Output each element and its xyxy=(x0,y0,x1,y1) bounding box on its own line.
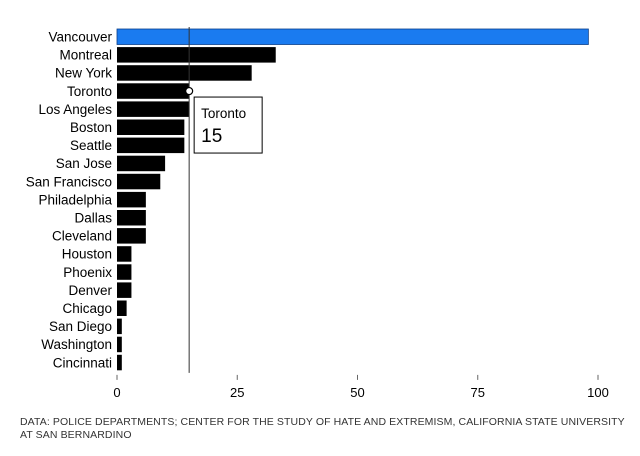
bars xyxy=(116,28,589,371)
x-tick-label-75: 75 xyxy=(471,385,485,400)
x-tick-label-25: 25 xyxy=(230,385,244,400)
bar-seattle[interactable] xyxy=(117,137,185,154)
x-tick-label-50: 50 xyxy=(350,385,364,400)
category-label-philadelphia: Philadelphia xyxy=(38,192,112,207)
tooltip-box xyxy=(193,96,263,154)
bar-vancouver[interactable] xyxy=(116,28,589,45)
reference-marker[interactable] xyxy=(185,86,194,96)
category-label-washington: Washington xyxy=(41,337,112,352)
bar-phoenix[interactable] xyxy=(117,264,132,280)
category-label-cleveland: Cleveland xyxy=(52,229,112,244)
bar-new-york[interactable] xyxy=(117,65,252,81)
bar-chart: Vancouver Montreal New York Toronto Los Ange… xyxy=(26,27,609,400)
category-label-boston: Boston xyxy=(70,120,112,135)
category-label-san-diego: San Diego xyxy=(49,319,112,334)
bar-dallas[interactable] xyxy=(117,210,146,226)
category-labels: Vancouver Montreal New York Toronto Los Ange… xyxy=(26,29,113,370)
x-tick-label-100: 100 xyxy=(587,385,609,400)
category-label-cincinnati: Cincinnati xyxy=(53,355,112,370)
category-label-dallas: Dallas xyxy=(74,210,112,225)
category-label-los-angeles: Los Angeles xyxy=(38,102,112,117)
bar-denver[interactable] xyxy=(117,282,132,298)
bar-houston[interactable] xyxy=(117,246,132,262)
source-note: DATA: POLICE DEPARTMENTS; CENTER FOR THE… xyxy=(20,416,625,441)
category-label-vancouver: Vancouver xyxy=(48,29,112,44)
category-label-denver: Denver xyxy=(68,283,112,298)
tooltip-city: Toronto xyxy=(201,106,246,121)
bar-los-angeles[interactable] xyxy=(117,101,190,117)
bar-san-francisco[interactable] xyxy=(117,173,161,190)
bar-san-diego[interactable] xyxy=(117,318,122,335)
bar-toronto[interactable] xyxy=(117,83,190,99)
category-label-san-jose: San Jose xyxy=(56,156,112,171)
category-label-san-francisco: San Francisco xyxy=(26,174,112,189)
bar-boston[interactable] xyxy=(117,119,185,136)
category-label-new-york: New York xyxy=(55,66,112,81)
bar-washington[interactable] xyxy=(117,336,122,353)
bar-chicago[interactable] xyxy=(117,300,127,317)
category-label-chicago: Chicago xyxy=(62,301,112,316)
bar-montreal[interactable] xyxy=(117,47,276,63)
x-axis-ticks: 0 25 50 75 100 xyxy=(113,374,609,400)
category-label-houston: Houston xyxy=(62,247,112,262)
category-label-toronto: Toronto xyxy=(67,84,112,99)
x-tick-label-0: 0 xyxy=(113,385,120,400)
bar-cleveland[interactable] xyxy=(117,228,146,244)
category-label-montreal: Montreal xyxy=(59,48,112,63)
category-label-seattle: Seattle xyxy=(70,138,112,153)
bar-cincinnati[interactable] xyxy=(117,354,122,371)
bar-san-jose[interactable] xyxy=(117,155,166,172)
bar-philadelphia[interactable] xyxy=(117,191,146,208)
reference-tooltip: Toronto 15 xyxy=(193,96,263,154)
tooltip-value: 15 xyxy=(201,126,222,147)
category-label-phoenix: Phoenix xyxy=(63,265,112,280)
